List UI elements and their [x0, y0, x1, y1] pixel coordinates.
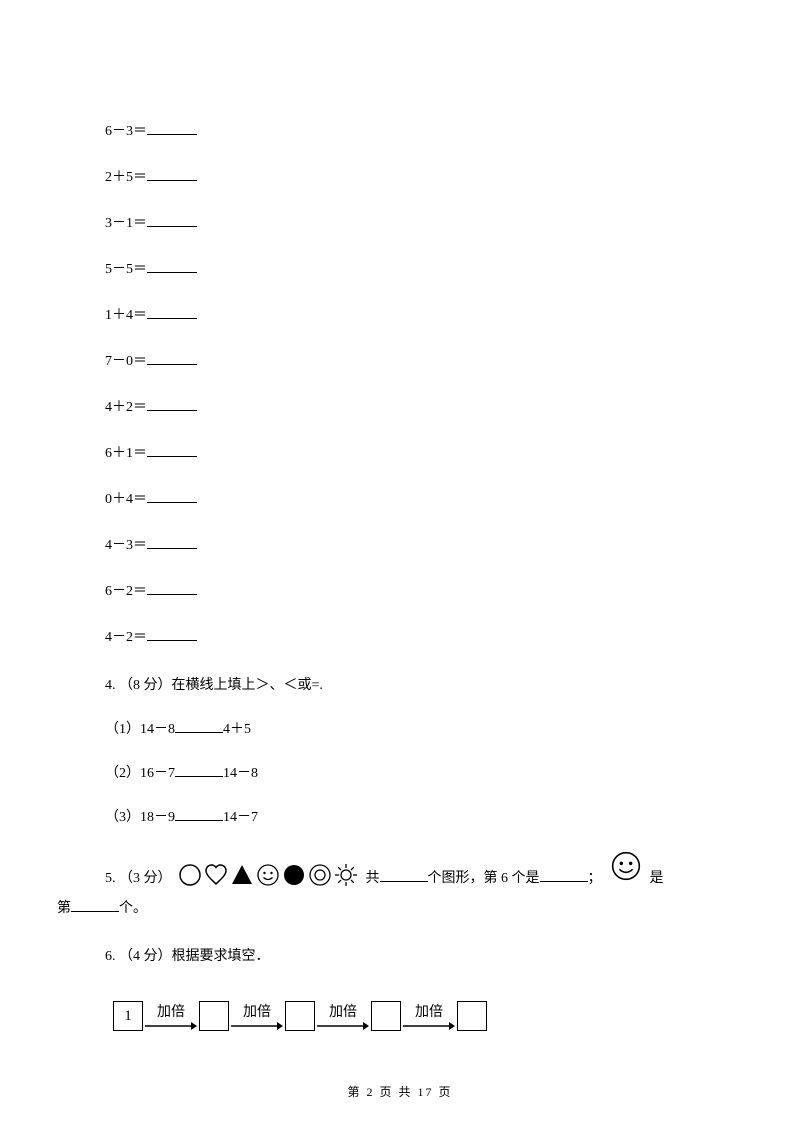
equation-item: 3－1＝ [105, 212, 695, 232]
q4-item: （3）18－9 14－7 [105, 806, 695, 826]
filled-circle-icon [282, 863, 306, 887]
heart-icon [204, 863, 228, 887]
double-circle-icon [308, 863, 332, 887]
answer-blank[interactable] [147, 259, 197, 273]
equation-item: 0＋4＝ [105, 488, 695, 508]
equation-text: 6－3＝ [105, 120, 147, 140]
answer-blank[interactable] [380, 868, 428, 882]
big-smile-icon [610, 850, 642, 887]
circle-icon [178, 863, 202, 887]
q5-t3: ； [588, 871, 602, 886]
answer-blank[interactable] [147, 305, 197, 319]
equation-text: 0＋4＝ [105, 488, 147, 508]
smile-icon [256, 863, 280, 887]
q4-right: 14－7 [223, 810, 258, 825]
diagram-arrow-group: 加倍 [231, 1001, 283, 1031]
q5-prefix: 5. （3 分） [105, 867, 172, 887]
q5-t1: 共 [366, 871, 380, 886]
equation-item: 7－0＝ [105, 350, 695, 370]
answer-blank[interactable] [147, 213, 197, 227]
answer-blank[interactable] [147, 351, 197, 365]
equation-item: 5－5＝ [105, 258, 695, 278]
diagram-box-blank[interactable] [457, 1001, 487, 1031]
answer-blank[interactable] [147, 397, 197, 411]
equation-item: 4－2＝ [105, 626, 695, 646]
page-footer: 第 2 页 共 17 页 [0, 1083, 800, 1100]
diagram-arrow-group: 加倍 [145, 1001, 197, 1031]
q4-left: （1）14－8 [105, 722, 175, 737]
diagram-arrow-group: 加倍 [403, 1001, 455, 1031]
q4-item: （2）16－7 14－8 [105, 762, 695, 782]
diagram-box-start: 1 [113, 1001, 143, 1031]
diagram-box-blank[interactable] [371, 1001, 401, 1031]
q4-right: 14－8 [223, 766, 258, 781]
q4-right: 4＋5 [223, 722, 251, 737]
equation-text: 2＋5＝ [105, 166, 147, 186]
answer-blank[interactable] [71, 898, 119, 912]
q4-header: 4. （8 分）在横线上填上＞、＜或=. [105, 674, 695, 694]
equation-item: 6＋1＝ [105, 442, 695, 462]
sun-icon [334, 863, 358, 887]
answer-blank[interactable] [147, 535, 197, 549]
q5-line2-suffix: 个。 [119, 901, 147, 916]
equation-item: 2＋5＝ [105, 166, 695, 186]
equation-item: 1＋4＝ [105, 304, 695, 324]
diagram-arrow-group: 加倍 [317, 1001, 369, 1031]
equation-text: 6＋1＝ [105, 442, 147, 462]
equation-text: 3－1＝ [105, 212, 147, 232]
equation-text: 6－2＝ [105, 580, 147, 600]
q4-left: （2）16－7 [105, 766, 175, 781]
equation-list: 6－3＝ 2＋5＝ 3－1＝ 5－5＝ 1＋4＝ 7－0＝ 4＋2＝ 6＋1＝ … [105, 120, 695, 646]
answer-blank[interactable] [147, 627, 197, 641]
q5-after-smile: 是 [650, 867, 664, 887]
answer-blank[interactable] [147, 121, 197, 135]
q5-line2: 第 个。 [57, 897, 695, 917]
arrow-label: 加倍 [243, 1001, 271, 1021]
equation-text: 1＋4＝ [105, 304, 147, 324]
answer-blank[interactable] [540, 868, 588, 882]
equation-item: 6－2＝ [105, 580, 695, 600]
q5-t2: 个图形，第 6 个是 [428, 871, 540, 886]
comparison-blank[interactable] [175, 719, 223, 733]
comparison-blank[interactable] [175, 807, 223, 821]
arrow-icon [403, 1021, 455, 1031]
q4-item: （1）14－8 4＋5 [105, 718, 695, 738]
equation-item: 6－3＝ [105, 120, 695, 140]
answer-blank[interactable] [147, 443, 197, 457]
arrow-label: 加倍 [157, 1001, 185, 1021]
arrow-label: 加倍 [415, 1001, 443, 1021]
triangle-icon [230, 863, 254, 887]
q5-line2-prefix: 第 [57, 901, 71, 916]
q5-row: 5. （3 分） 共 个图形，第 6 个是 ； 是 [105, 850, 695, 887]
equation-item: 4－3＝ [105, 534, 695, 554]
arrow-icon [231, 1021, 283, 1031]
answer-blank[interactable] [147, 581, 197, 595]
equation-text: 7－0＝ [105, 350, 147, 370]
arrow-icon [145, 1021, 197, 1031]
diagram-box-blank[interactable] [285, 1001, 315, 1031]
q5-shapes [178, 863, 358, 887]
comparison-blank[interactable] [175, 763, 223, 777]
equation-text: 4－3＝ [105, 534, 147, 554]
arrow-label: 加倍 [329, 1001, 357, 1021]
equation-text: 4－2＝ [105, 626, 147, 646]
doubling-diagram: 1 加倍 加倍 加倍 加倍 [113, 1001, 695, 1031]
answer-blank[interactable] [147, 489, 197, 503]
equation-text: 4＋2＝ [105, 396, 147, 416]
equation-item: 4＋2＝ [105, 396, 695, 416]
diagram-box-blank[interactable] [199, 1001, 229, 1031]
arrow-icon [317, 1021, 369, 1031]
q4-left: （3）18－9 [105, 810, 175, 825]
answer-blank[interactable] [147, 167, 197, 181]
equation-text: 5－5＝ [105, 258, 147, 278]
q5-text: 共 个图形，第 6 个是 ； [366, 867, 602, 887]
q6-header: 6. （4 分）根据要求填空． [105, 945, 695, 965]
